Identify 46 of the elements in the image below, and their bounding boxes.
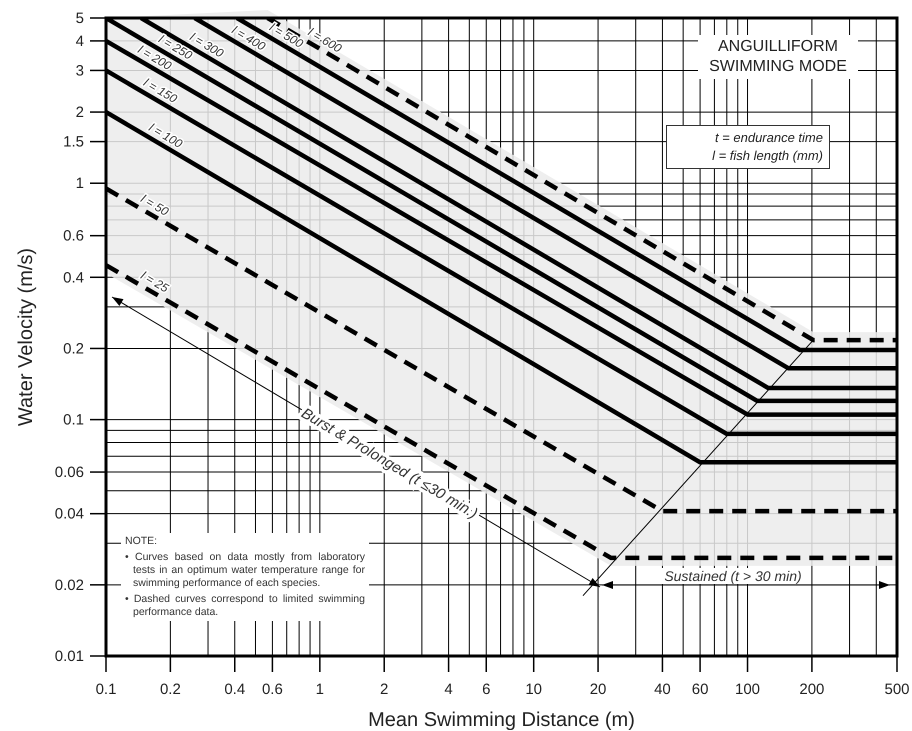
y-tick-label: 0.6: [63, 228, 84, 245]
y-tick-label: 0.4: [63, 269, 84, 286]
x-tick-label: 1: [316, 681, 324, 698]
y-tick-label: 0.06: [54, 464, 84, 482]
x-tick-label: 6: [482, 681, 490, 698]
y-tick-label: 2: [76, 104, 84, 122]
text: l = 25: [138, 268, 172, 296]
y-tick-label: 0.1: [63, 412, 84, 429]
x-tick-label: 20: [590, 681, 606, 698]
x-tick-label: 200: [799, 681, 824, 698]
text: ANGUILLIFORM SWIMMING MODE: [698, 35, 858, 79]
text: l = 100: [146, 120, 186, 152]
text: l = 400: [229, 22, 268, 54]
x-tick-label: 0.2: [160, 681, 181, 698]
x-tick-label: 100: [735, 681, 760, 698]
y-axis-title: Water Velocity (m/s): [15, 248, 37, 426]
y-tick-label: 5: [76, 10, 84, 27]
annotation: t = endurance time: [714, 129, 823, 147]
x-axis-title: Mean Swimming Distance (m): [368, 709, 635, 731]
x-tick-label: 0.4: [224, 681, 246, 698]
x-tick-label: 60: [692, 681, 708, 698]
y-tick-label: 1.5: [63, 134, 84, 151]
y-tick-label: 0.01: [54, 648, 84, 665]
text: l = 50: [138, 192, 172, 219]
y-tick-label: 0.04: [54, 506, 84, 523]
x-tick-label: 10: [525, 681, 542, 698]
x-tick-label: 40: [654, 681, 671, 698]
annotation: • Dashed curves correspond to limited swimming performance data.: [125, 593, 365, 619]
y-tick-label: 3: [76, 62, 84, 80]
annotation: Sustained (t > 30 min): [658, 568, 808, 584]
x-tick-label: 0.6: [262, 681, 283, 698]
annotation: l = fish length (mm): [711, 147, 823, 165]
text: l = 150: [141, 75, 180, 106]
text: l = 500: [267, 20, 306, 51]
annotation: NOTE:: [125, 535, 158, 548]
text: l = 600: [306, 24, 344, 56]
x-tick-label: 4: [444, 681, 453, 698]
x-tick-label: 2: [380, 681, 388, 698]
x-tick-label: 500: [884, 681, 910, 698]
annotation: • Curves based on data mostly from laboratory tests in an optimum water temperature range for swimming performance of each species.: [125, 551, 365, 590]
x-tick-label: 0.1: [96, 681, 116, 698]
y-tick-label: 1: [76, 175, 84, 192]
text-box: t = endurance time l = fish length (mm): [666, 125, 830, 169]
y-tick-label: 0.2: [63, 340, 84, 358]
y-tick-label: 0.02: [54, 576, 84, 594]
y-tick-label: 4: [76, 32, 84, 50]
